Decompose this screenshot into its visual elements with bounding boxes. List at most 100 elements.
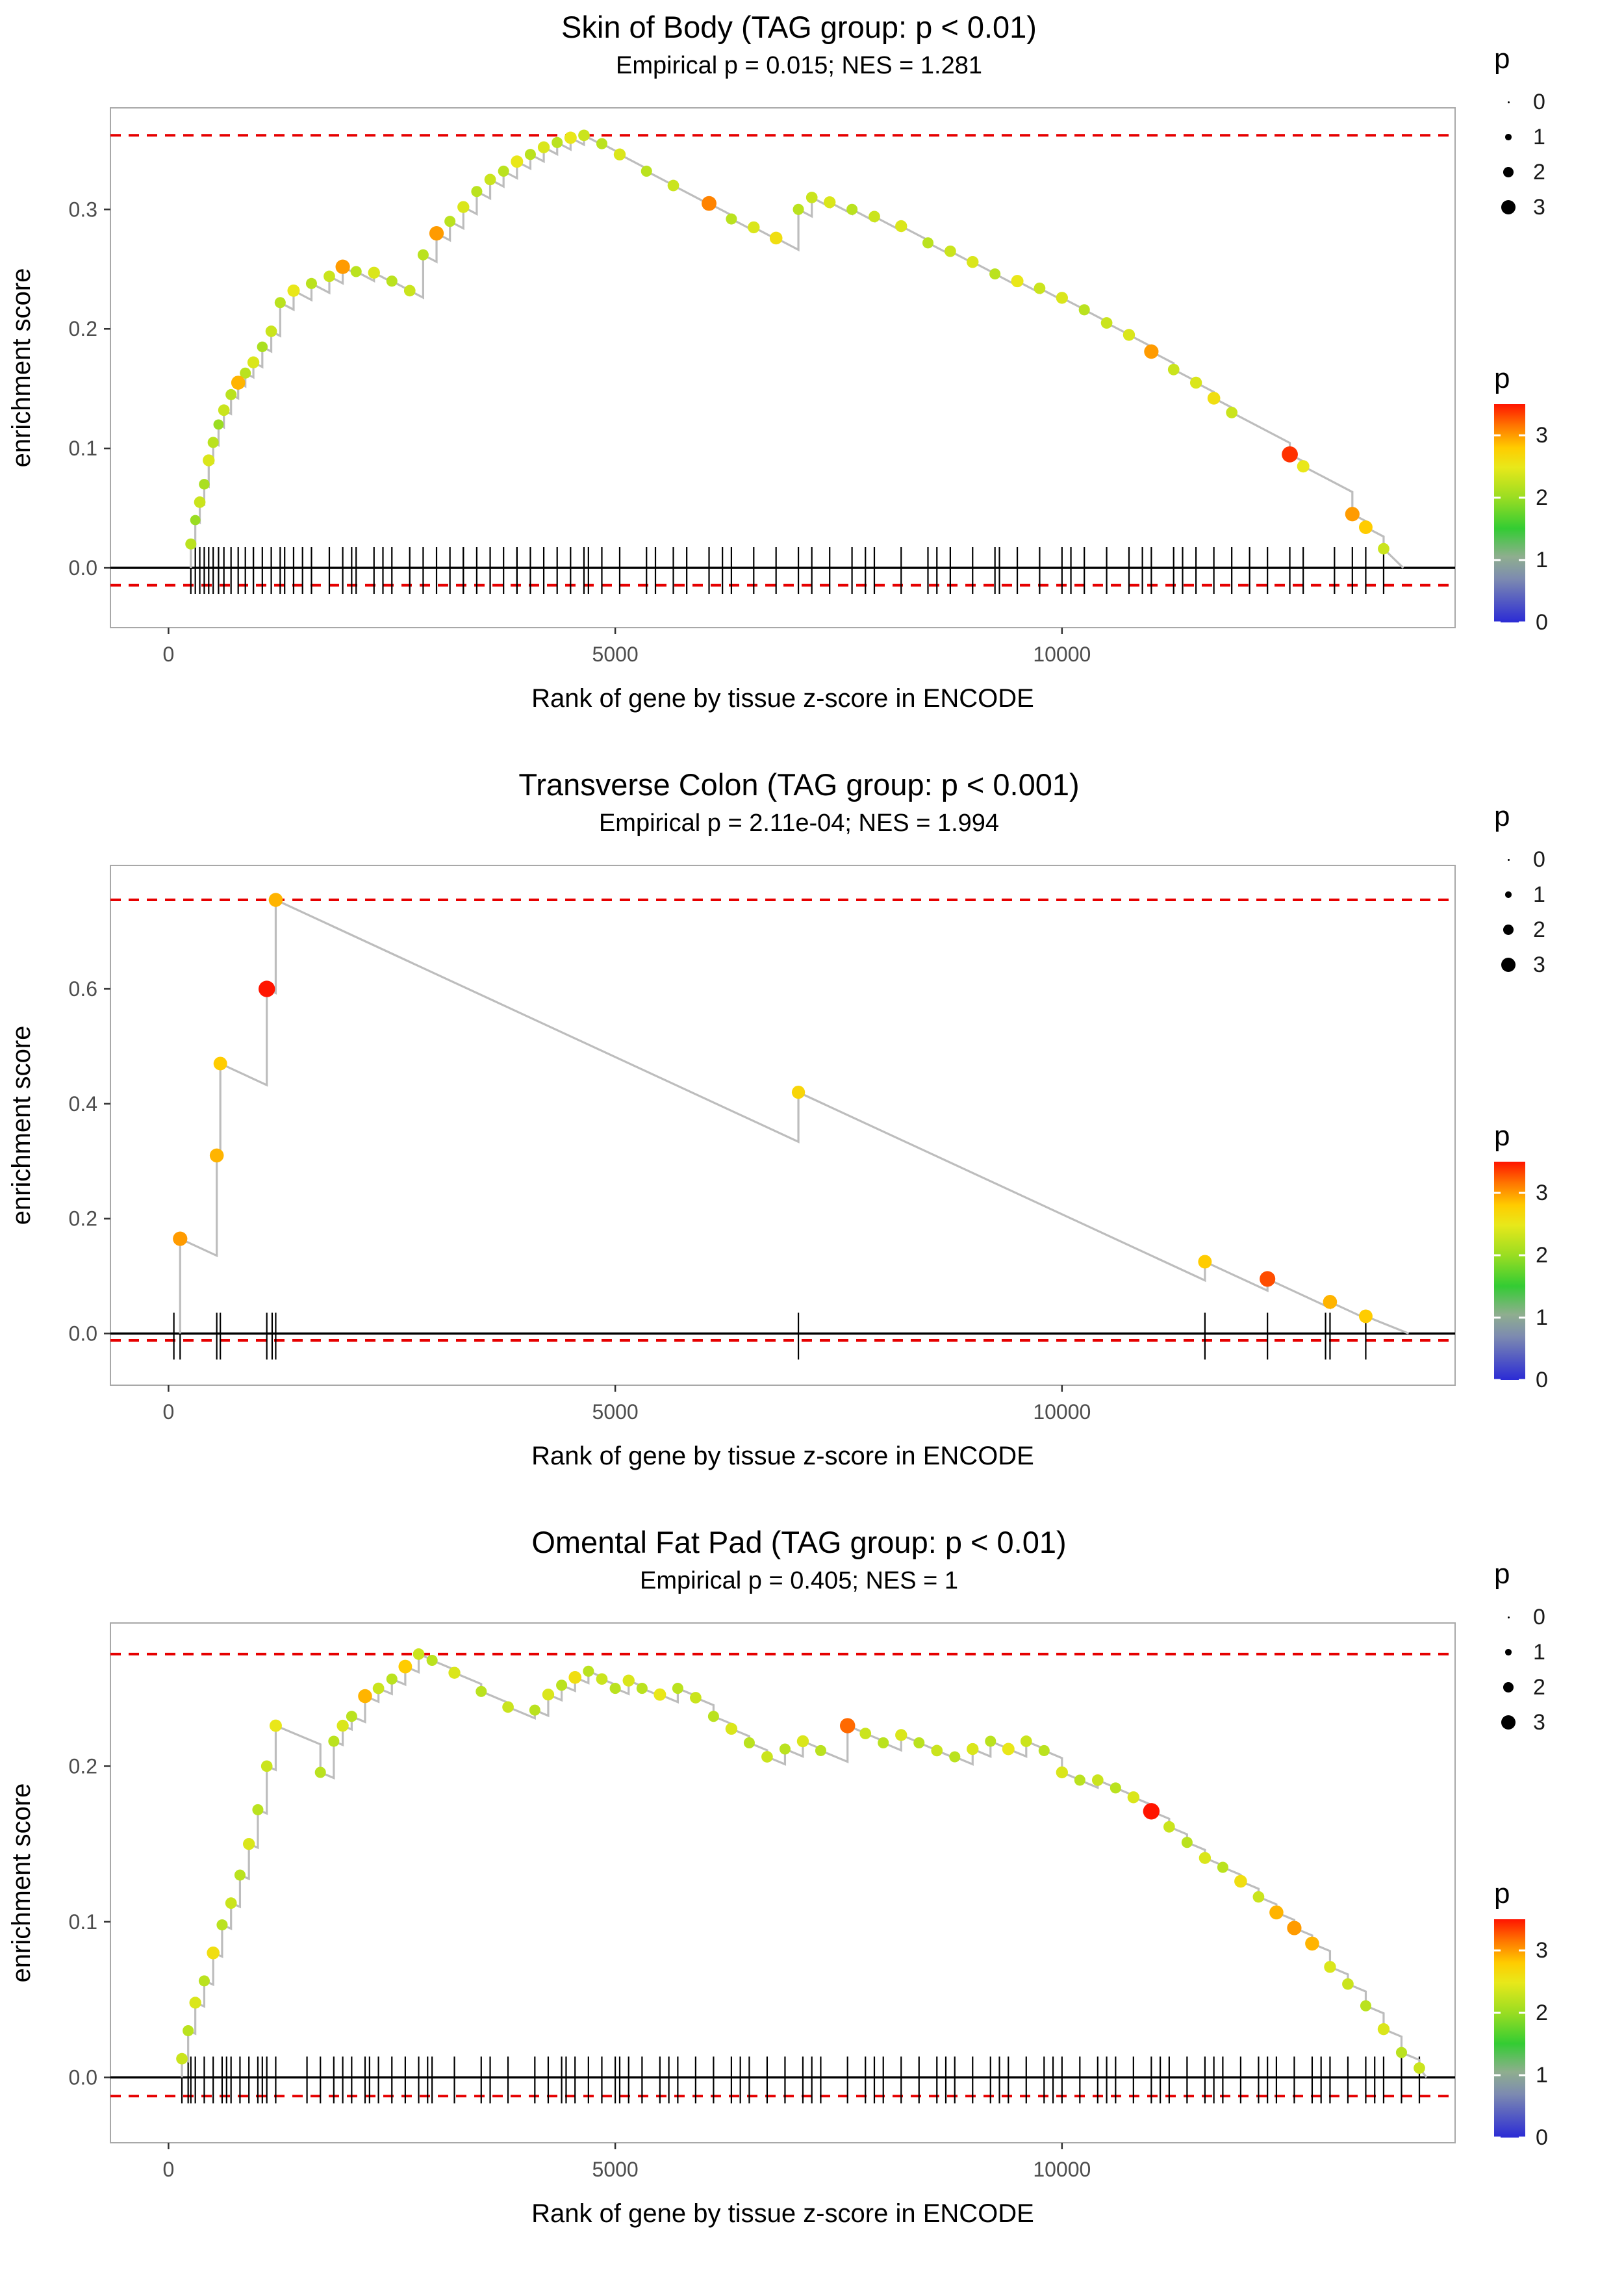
size-legend-label: 0	[1533, 847, 1545, 872]
chart-svg: 0 5000 10000 0.0 0.2 0.4 0.6 Rank of gene by ti…	[7, 865, 1456, 1470]
gene-point	[1199, 1852, 1212, 1864]
colorbar-tick	[1519, 1254, 1525, 1257]
colorbar-label: 0	[1536, 2125, 1548, 2150]
colorbar-tick	[1494, 1192, 1501, 1194]
gene-point	[989, 268, 1001, 280]
gene-point	[1034, 282, 1046, 294]
gene-point	[265, 326, 277, 337]
size-legend-item: 0	[1494, 1600, 1545, 1635]
gene-point	[213, 1056, 227, 1071]
gene-point	[448, 1667, 461, 1679]
gene-point	[726, 213, 737, 225]
size-legend-label: 1	[1533, 1639, 1545, 1665]
gene-point	[793, 203, 804, 215]
gene-point	[748, 221, 760, 234]
size-legend-label: 3	[1533, 194, 1545, 220]
gene-point	[207, 1946, 220, 1960]
gene-point	[1144, 344, 1159, 359]
chart-svg: 0 5000 10000 0.0 0.1 0.2 Rank of gene by tissu…	[7, 1622, 1456, 2228]
gene-point	[1198, 1255, 1212, 1269]
size-legend-item: 2	[1494, 155, 1545, 190]
gene-point	[1143, 1803, 1160, 1820]
gene-point	[203, 454, 215, 466]
colorbar-tick	[1494, 2074, 1501, 2076]
plot-area: 0 5000 10000 0.0 0.1 0.2 0.3 Rank of gene by ti…	[0, 88, 1475, 745]
y-tick-label: 0.1	[69, 1910, 97, 1934]
size-legend-dot	[1503, 925, 1514, 935]
gene-point	[1002, 1743, 1015, 1756]
gene-point	[1110, 1782, 1121, 1794]
y-tick-label: 0.2	[69, 1754, 97, 1778]
colorbar-tick	[1494, 2012, 1501, 2014]
chart-omental-fat-pad: Omental Fat Pad (TAG group: p < 0.01) Em…	[0, 1515, 1624, 2273]
gene-point	[1163, 1820, 1175, 1833]
gene-point	[257, 341, 268, 353]
gene-point	[1127, 1791, 1140, 1804]
gene-point	[328, 1735, 340, 1747]
gene-point	[287, 284, 300, 297]
gene-point	[252, 1804, 264, 1815]
x-tick-label: 0	[163, 1400, 175, 1424]
color-legend: p 0 1 2 3	[1494, 363, 1548, 633]
gene-point	[796, 1735, 809, 1748]
gene-point	[524, 149, 536, 160]
y-tick-label: 0.0	[69, 556, 97, 580]
gene-point	[1207, 392, 1221, 405]
colorbar: 0 1 2 3	[1494, 1919, 1548, 2149]
panel-border	[110, 1622, 1456, 2143]
colorbar-tick	[1519, 2012, 1525, 2014]
gene-point	[335, 259, 350, 274]
colorbar-tick	[1519, 1379, 1525, 1381]
gene-point	[1056, 1766, 1068, 1779]
gene-point	[653, 1688, 666, 1701]
gene-point	[641, 165, 652, 177]
colorbar-tick	[1519, 496, 1525, 499]
size-legend-dot	[1507, 858, 1510, 861]
colorbar-tick	[1494, 2136, 1501, 2139]
colorbar-label: 3	[1536, 1938, 1548, 1963]
gene-point	[1167, 363, 1180, 376]
size-legend-item: 0	[1494, 84, 1545, 120]
gene-point	[1378, 543, 1389, 555]
size-legend-label: 1	[1533, 882, 1545, 907]
legend-panel: p 0 1 2 3 p 0 1 2 3	[1488, 1558, 1618, 2260]
colorbar-label: 1	[1536, 2063, 1548, 2088]
gene-point	[949, 1751, 961, 1763]
gene-point	[173, 1231, 188, 1246]
y-tick-label: 0.2	[69, 1207, 97, 1231]
gene-point	[529, 1704, 540, 1716]
gene-point	[1360, 2000, 1371, 2012]
gene-point	[484, 173, 496, 186]
gene-point	[372, 1682, 385, 1694]
size-legend-label: 1	[1533, 124, 1545, 149]
size-legend-dot	[1501, 1715, 1516, 1730]
gene-point	[1282, 446, 1298, 463]
colorbar-tick	[1494, 1379, 1501, 1381]
colorbar-tick	[1494, 1316, 1501, 1319]
gene-point	[234, 1869, 246, 1881]
panel-border	[110, 107, 1456, 628]
gene-point	[350, 266, 362, 277]
gene-point	[878, 1737, 889, 1748]
gene-rug	[190, 547, 1385, 594]
chart-title: Transverse Colon (TAG group: p < 0.001)	[518, 767, 1080, 802]
gene-point	[240, 367, 251, 379]
gene-point	[967, 256, 979, 268]
gene-point	[667, 179, 679, 192]
gene-point	[564, 131, 577, 144]
gene-point	[198, 1975, 210, 1987]
size-legend-item: 3	[1494, 190, 1545, 225]
gene-point	[207, 437, 219, 448]
gene-point	[1091, 1774, 1104, 1786]
gene-point	[690, 1692, 702, 1704]
gene-point	[417, 249, 429, 261]
gene-point	[913, 1737, 925, 1748]
size-legend-label: 2	[1533, 1674, 1545, 1700]
panel-border	[110, 865, 1456, 1386]
gene-point	[476, 1685, 487, 1697]
gene-point	[412, 1648, 425, 1660]
gene-point	[368, 266, 380, 279]
gene-rug	[181, 2056, 1421, 2104]
gene-point	[839, 1718, 856, 1733]
